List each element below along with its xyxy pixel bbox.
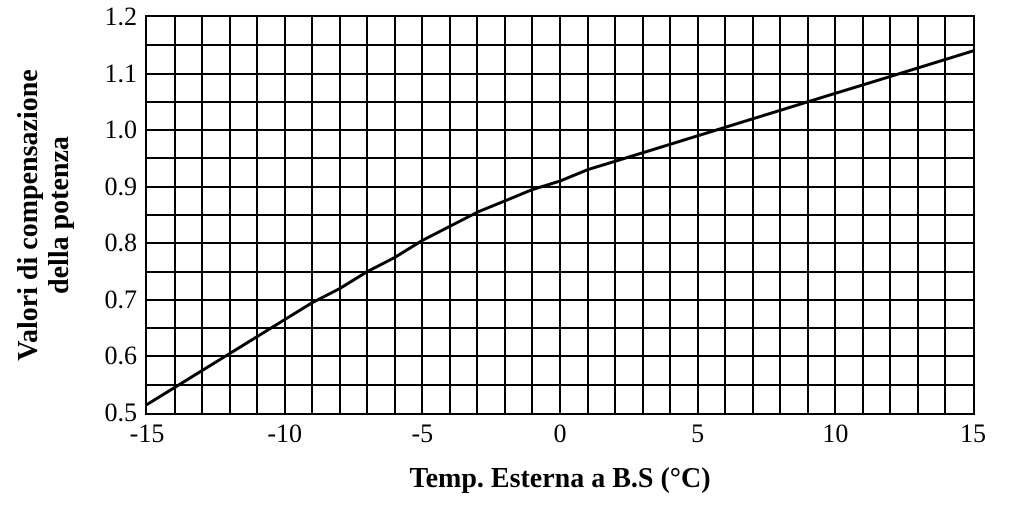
y-tick-label: 1.0 [105, 115, 148, 145]
x-axis-title: Temp. Esterna a B.S (°C) [409, 463, 710, 495]
y-tick-label: 0.7 [105, 285, 148, 315]
y-axis-title: Valori di compensazione della potenza [14, 69, 76, 360]
x-tick-label: -10 [267, 413, 302, 449]
gridline-horizontal [147, 214, 973, 216]
plot-area: 0.50.60.70.80.91.01.11.2-15-10-5051015 [145, 15, 975, 415]
gridline-horizontal [147, 299, 973, 301]
x-tick-label: 15 [960, 413, 986, 449]
y-tick-label: 0.9 [105, 172, 148, 202]
y-tick-label: 0.8 [105, 228, 148, 258]
gridline-horizontal [147, 129, 973, 131]
y-axis-title-line2: della potenza [44, 136, 75, 294]
gridline-horizontal [147, 101, 973, 103]
gridline-horizontal [147, 73, 973, 75]
gridline-horizontal [147, 271, 973, 273]
gridline-horizontal [147, 327, 973, 329]
gridline-horizontal [147, 157, 973, 159]
x-tick-label: -15 [130, 413, 165, 449]
y-tick-label: 1.2 [105, 2, 148, 32]
y-tick-label: 1.1 [105, 59, 148, 89]
x-tick-label: -5 [411, 413, 433, 449]
gridline-horizontal [147, 44, 973, 46]
y-axis-title-line1: Valori di compensazione [13, 69, 44, 360]
chart-container: 0.50.60.70.80.91.01.11.2-15-10-5051015 V… [0, 0, 1023, 517]
x-tick-label: 10 [822, 413, 848, 449]
gridline-horizontal [147, 186, 973, 188]
gridline-horizontal [147, 355, 973, 357]
y-tick-label: 0.6 [105, 341, 148, 371]
gridline-horizontal [147, 384, 973, 386]
x-tick-label: 0 [554, 413, 567, 449]
x-tick-label: 5 [691, 413, 704, 449]
gridline-horizontal [147, 242, 973, 244]
